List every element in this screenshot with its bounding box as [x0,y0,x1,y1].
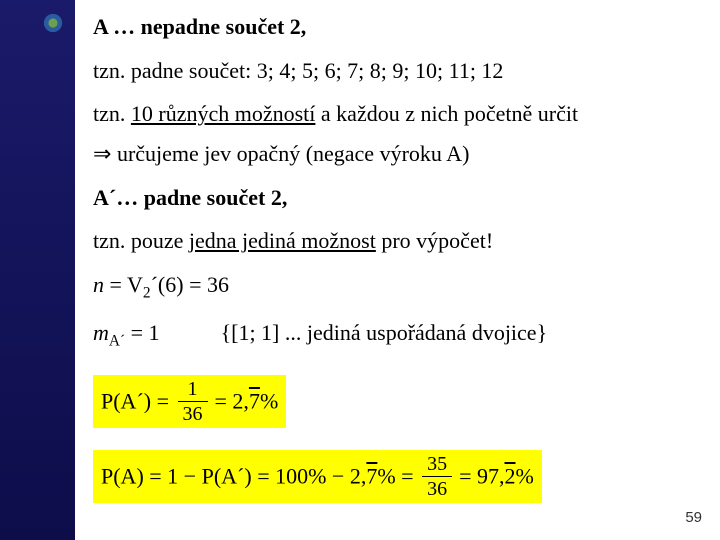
formula2-box: P(A) = 1 − P(A´) = 100% − 2,7% = 35 36 =… [93,450,542,503]
possibilities-line: tzn. 10 různých možností a každou z nich… [93,99,702,129]
single-post: pro výpočet! [376,228,493,253]
single-pre: tzn. pouze [93,228,189,253]
poss-pre: tzn. [93,101,131,126]
f2-num: 35 [422,454,452,477]
n-lhs: n [93,272,104,297]
formula1-wrap: P(A´) = 1 36 = 2,7% [93,367,702,428]
outcomes-values: 3; 4; 5; 6; 7; 8; 9; 10; 11; 12 [257,58,504,83]
poss-post: a každou z nich početně určit [315,101,578,126]
f1-rhs-pre: = 2, [215,388,249,413]
outcomes-line: tzn. padne součet: 3; 4; 5; 6; 7; 8; 9; … [93,56,702,86]
f1-num: 1 [178,379,208,402]
m-eq: = 1 [125,320,159,345]
f2-frac: 35 36 [422,454,452,499]
n-rhs: ´(6) = 36 [151,272,229,297]
f2-lhs: P(A) = 1 − P(A´) = 100% − 2, [101,463,366,488]
m-lhs: m [93,320,109,345]
f1-rhs-post: % [260,388,278,413]
poss-underlined: 10 různých možností [131,101,316,126]
single-possibility-line: tzn. pouze jedna jediná možnost pro výpo… [93,226,702,256]
outcomes-prefix: tzn. padne součet: [93,58,257,83]
f1-rhs-repeat: 7 [249,388,260,413]
f1-lhs: P(A´) = [101,388,175,413]
page-number: 59 [685,509,702,526]
n-mid: = V [104,272,143,297]
m-formula-line: mA´ = 1 {[1; 1] ... jediná uspořádaná dv… [93,318,702,352]
f2-rhs-post: % [516,463,534,488]
f2-rhs-pre: = 97, [459,463,504,488]
single-underlined: jedna jediná možnost [189,228,376,253]
implication-text: určujeme jev opačný (negace výroku A) [111,141,469,166]
heading-a-prime: A´… padne součet 2, [93,183,702,213]
n-formula-line: n = V2´(6) = 36 [93,270,702,304]
n-sub: 2 [143,285,151,302]
m-note: {[1; 1] ... jediná uspořádaná dvojice} [221,320,548,345]
formula1-box: P(A´) = 1 36 = 2,7% [93,375,286,428]
implication-symbol: ⇒ [93,141,111,166]
f2-mid-post: % = [377,463,419,488]
sidebar-gradient [0,0,75,540]
bullet-icon [42,12,64,34]
implication-line: ⇒ určujeme jev opačný (negace výroku A) [93,139,702,169]
f1-frac: 1 36 [178,379,208,424]
heading-a: A … nepadne součet 2, [93,12,702,42]
formula2-wrap: P(A) = 1 − P(A´) = 100% − 2,7% = 35 36 =… [93,442,702,503]
m-sub: A´ [109,333,125,350]
f1-den: 36 [178,402,208,424]
slide-content: A … nepadne součet 2, tzn. padne součet:… [75,0,720,540]
f2-rhs-repeat: 2 [505,463,516,488]
f2-mid-repeat: 7 [366,463,377,488]
f2-den: 36 [422,477,452,499]
